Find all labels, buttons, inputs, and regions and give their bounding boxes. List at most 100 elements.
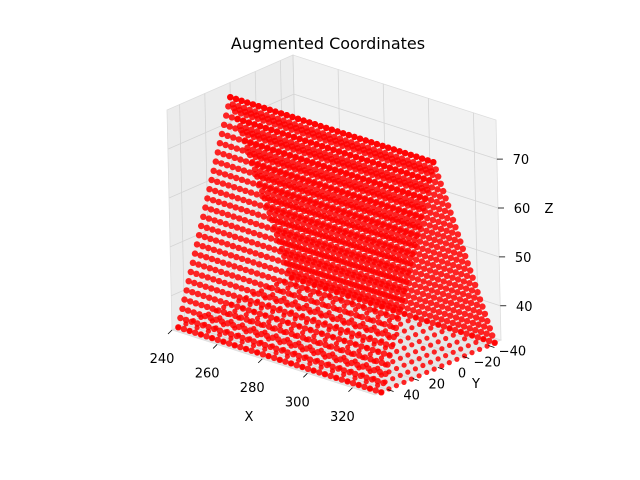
data-point (444, 202, 452, 209)
data-point (355, 273, 363, 280)
y-axis-label: Y (471, 377, 480, 392)
data-point (406, 210, 413, 217)
data-point (226, 123, 233, 130)
data-point (379, 300, 387, 308)
data-point (288, 251, 295, 259)
data-point (398, 297, 406, 304)
data-point (208, 285, 215, 292)
data-point (383, 311, 390, 319)
data-point (436, 205, 443, 213)
data-point (308, 268, 316, 275)
data-point (336, 277, 344, 284)
data-point (439, 346, 445, 352)
data-point (390, 146, 398, 153)
data-point (277, 322, 283, 329)
data-point (468, 332, 476, 339)
data-point (276, 356, 283, 363)
data-point (224, 132, 231, 139)
data-point (411, 241, 418, 249)
data-point (278, 189, 285, 196)
data-point (363, 345, 371, 352)
data-point (360, 334, 367, 341)
data-point (352, 232, 360, 240)
data-point (390, 376, 396, 382)
data-point (363, 157, 371, 164)
data-point (210, 246, 218, 253)
y-tick (437, 367, 445, 370)
data-point (208, 176, 215, 184)
data-point (407, 151, 414, 159)
data-point (271, 216, 279, 224)
data-point (405, 318, 411, 324)
data-point (295, 165, 303, 172)
data-point (417, 270, 425, 278)
data-point (365, 177, 372, 185)
data-point (311, 308, 318, 315)
data-point (306, 198, 313, 205)
data-point (366, 335, 373, 343)
data-point (274, 207, 281, 215)
data-point (279, 209, 286, 216)
data-point (288, 143, 295, 150)
data-point (386, 243, 394, 251)
data-point (212, 237, 220, 244)
data-point (415, 308, 423, 316)
data-point (265, 165, 272, 172)
data-point (275, 119, 283, 126)
data-point (382, 370, 389, 377)
data-point (408, 287, 415, 294)
data-point (424, 202, 432, 209)
data-point (302, 187, 310, 194)
data-point (454, 276, 462, 283)
data-point (412, 269, 419, 276)
data-point (231, 263, 238, 270)
data-point (247, 218, 254, 226)
data-point (290, 134, 297, 141)
data-point (270, 196, 277, 204)
data-point (362, 137, 369, 144)
data-point (321, 212, 328, 220)
data-point (380, 271, 387, 278)
data-point (418, 258, 426, 265)
data-point (290, 163, 297, 170)
data-point (421, 265, 428, 272)
data-point (260, 242, 267, 250)
data-point (425, 247, 432, 254)
data-point (301, 137, 309, 145)
data-point (177, 314, 184, 322)
data-point (400, 208, 408, 216)
data-point (439, 200, 446, 207)
data-point (409, 325, 415, 331)
data-point (316, 339, 324, 347)
data-point (261, 104, 268, 112)
data-point (294, 145, 301, 152)
data-point (331, 196, 338, 203)
data-point (394, 348, 400, 354)
data-point (442, 195, 449, 202)
data-point (458, 258, 466, 265)
data-point (424, 157, 431, 164)
data-point (283, 112, 290, 119)
data-point (349, 330, 356, 337)
data-point (244, 149, 252, 156)
data-point (316, 369, 323, 376)
data-point (319, 192, 327, 200)
data-point (285, 211, 292, 218)
data-point (431, 191, 438, 198)
data-point (443, 353, 449, 359)
data-point (358, 234, 365, 242)
data-point (346, 290, 353, 297)
data-point (382, 291, 389, 298)
data-point (373, 328, 381, 335)
data-point (348, 172, 355, 179)
data-point (225, 290, 232, 298)
data-point (233, 224, 241, 231)
data-point (228, 114, 235, 121)
data-point (310, 367, 317, 374)
data-point (295, 194, 302, 202)
data-point (218, 130, 226, 138)
data-point (198, 222, 205, 230)
data-point (287, 202, 294, 209)
data-point (439, 290, 447, 298)
